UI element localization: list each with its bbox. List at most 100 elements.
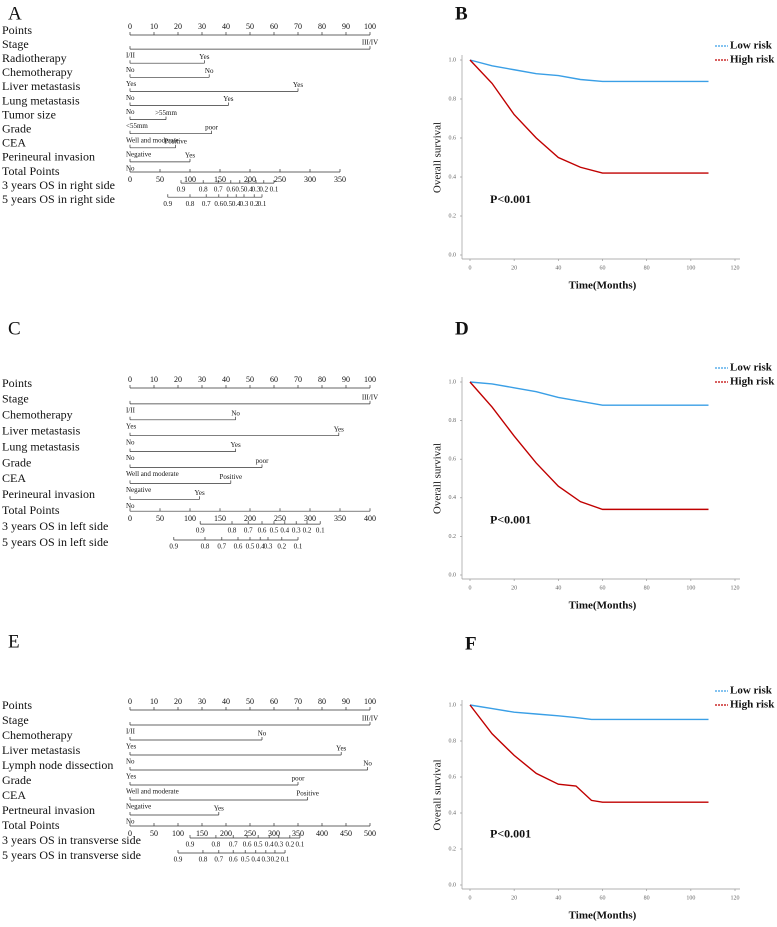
panel-letter: F <box>465 633 477 654</box>
tick-label: 50 <box>150 829 158 838</box>
x-tick-label: 40 <box>555 585 561 591</box>
tick-label: 0.8 <box>201 543 210 551</box>
x-tick-label: 20 <box>511 265 517 271</box>
tick-label: 0.7 <box>214 186 223 194</box>
tick-label: 200 <box>244 514 256 523</box>
tick-label: 20 <box>174 697 182 706</box>
tick-label: 60 <box>270 375 278 384</box>
row-label: Points <box>2 376 32 390</box>
tick-label: 90 <box>342 697 350 706</box>
tick-label: 80 <box>318 697 326 706</box>
tick-label: 40 <box>222 375 230 384</box>
y-tick-label: 0.4 <box>449 495 457 501</box>
level-label: poor <box>256 457 270 465</box>
x-axis-label: Time(Months) <box>569 910 637 922</box>
tick-label: 0 <box>128 175 132 184</box>
row-label: 3 years OS in left side <box>2 519 108 533</box>
y-tick-label: 0.6 <box>449 457 457 463</box>
row-label: 5 years OS in right side <box>2 192 115 206</box>
tick-label: 10 <box>150 697 158 706</box>
y-axis-label: Overall survival <box>432 443 444 514</box>
row-label: Stage <box>2 37 29 51</box>
row-label: Stage <box>2 713 29 727</box>
x-tick-label: 40 <box>555 895 561 901</box>
y-tick-label: 0.0 <box>449 252 457 258</box>
tick-label: 0.8 <box>199 856 208 864</box>
y-tick-label: 1.0 <box>449 57 457 63</box>
level-label: Well and moderate <box>126 470 179 478</box>
level-label: Positive <box>220 473 243 481</box>
panel-letter: C <box>8 318 21 339</box>
tick-label: 60 <box>270 22 278 31</box>
row-label: Grade <box>2 121 31 135</box>
tick-label: 200 <box>244 175 256 184</box>
tick-label: 0.5 <box>241 856 250 864</box>
row-label: Lymph node dissection <box>2 758 113 772</box>
y-tick-label: 0.4 <box>449 810 457 816</box>
row-label: Lung metastasis <box>2 93 80 107</box>
tick-label: 0.3 <box>261 856 270 864</box>
tick-label: 300 <box>304 514 316 523</box>
tick-label: 450 <box>340 829 352 838</box>
row-label: Total Points <box>2 164 60 178</box>
tick-label: 350 <box>334 175 346 184</box>
tick-label: 0.8 <box>199 186 208 194</box>
level-label: III/IV <box>362 394 378 402</box>
row-label: Chemotherapy <box>2 728 73 742</box>
x-tick-label: 120 <box>731 585 740 591</box>
row-label: Total Points <box>2 503 60 517</box>
tick-label: 0.3 <box>264 543 273 551</box>
tick-label: 100 <box>172 829 184 838</box>
tick-label: 0.6 <box>229 856 238 864</box>
tick-label: 0.4 <box>280 527 289 535</box>
tick-label: 0.5 <box>246 543 255 551</box>
x-tick-label: 40 <box>555 265 561 271</box>
y-tick-label: 1.0 <box>449 702 457 708</box>
x-tick-label: 80 <box>644 895 650 901</box>
row-label: Chemotherapy <box>2 408 73 422</box>
level-label: No <box>126 818 135 826</box>
tick-label: 0.6 <box>258 527 267 535</box>
level-label: No <box>205 67 214 75</box>
tick-label: 0.3 <box>240 200 249 208</box>
tick-label: 40 <box>222 697 230 706</box>
y-tick-label: 0.8 <box>449 418 457 424</box>
x-tick-label: 100 <box>686 585 695 591</box>
level-label: Negative <box>126 486 151 494</box>
tick-label: 80 <box>318 22 326 31</box>
level-label: No <box>126 108 135 116</box>
x-tick-label: 60 <box>600 585 606 591</box>
tick-label: 0.7 <box>214 856 223 864</box>
row-label: Stage <box>2 392 29 406</box>
tick-label: 0.2 <box>271 856 280 864</box>
level-label: Well and moderate <box>126 788 179 796</box>
tick-label: 250 <box>274 175 286 184</box>
annotation: P<0.001 <box>490 192 531 206</box>
x-tick-label: 120 <box>731 265 740 271</box>
level-label: I/II <box>126 407 136 415</box>
tick-label: 0.8 <box>228 527 237 535</box>
tick-label: 0.2 <box>259 186 268 194</box>
tick-label: 0.1 <box>294 543 303 551</box>
tick-label: 30 <box>198 375 206 384</box>
row-label: Tumor size <box>2 107 56 121</box>
level-label: Yes <box>185 152 195 160</box>
x-tick-label: 60 <box>600 265 606 271</box>
row-label: Total Points <box>2 818 60 832</box>
tick-label: 0.6 <box>234 543 243 551</box>
level-label: Yes <box>334 425 344 433</box>
tick-label: 50 <box>156 175 164 184</box>
level-label: Negative <box>126 803 151 811</box>
tick-label: 0.5 <box>223 200 232 208</box>
tick-label: 0.5 <box>254 841 263 849</box>
tick-label: 0.1 <box>281 856 290 864</box>
row-label: Liver metastasis <box>2 743 81 757</box>
row-label: Liver metastasis <box>2 423 81 437</box>
level-label: III/IV <box>362 715 378 723</box>
tick-label: 60 <box>270 697 278 706</box>
tick-label: 70 <box>294 375 302 384</box>
x-tick-label: 80 <box>644 585 650 591</box>
tick-label: 0.9 <box>163 200 172 208</box>
x-axis-label: Time(Months) <box>569 600 637 612</box>
